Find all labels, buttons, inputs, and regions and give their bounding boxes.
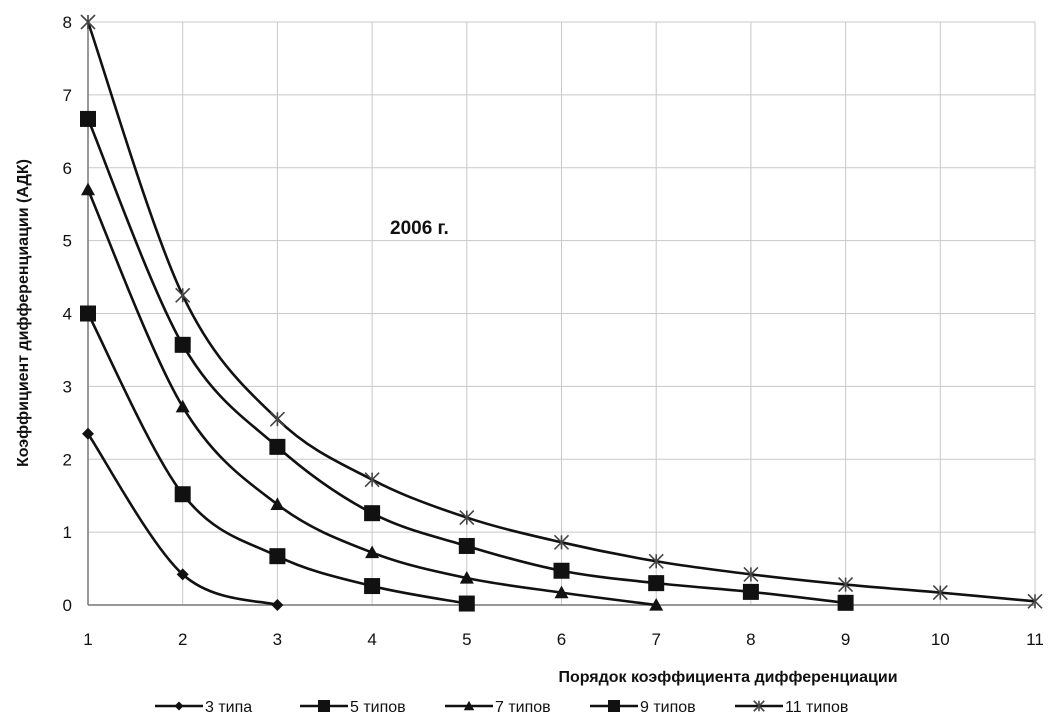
data-point — [553, 534, 570, 550]
data-point — [458, 537, 475, 554]
data-point — [838, 577, 854, 593]
data-point — [553, 562, 570, 579]
data-point — [271, 599, 284, 611]
data-point — [175, 287, 191, 303]
data-point — [458, 595, 475, 612]
x-tick-label: 5 — [462, 630, 471, 649]
data-point — [269, 438, 286, 455]
legend-label: 7 типов — [495, 699, 551, 716]
data-point — [82, 427, 94, 440]
x-axis-title: Порядок коэффициента дифференциации — [558, 669, 897, 686]
data-point — [81, 182, 95, 196]
data-point — [365, 545, 380, 559]
series-line-3 — [86, 189, 657, 607]
x-tick-label: 8 — [746, 630, 755, 649]
data-point — [837, 594, 854, 611]
series-group — [80, 14, 1043, 612]
y-tick-label: 6 — [63, 159, 72, 178]
legend-marker — [753, 700, 765, 712]
x-tick-label: 9 — [841, 630, 850, 649]
x-tick-label: 6 — [557, 630, 566, 649]
data-point — [269, 548, 286, 565]
data-point — [364, 472, 380, 488]
legend-marker — [608, 700, 620, 712]
data-point — [932, 585, 948, 601]
legend-label: 3 типа — [205, 699, 252, 716]
y-tick-label: 3 — [63, 377, 72, 396]
data-point — [80, 14, 96, 30]
legend-item: 11 типов — [735, 699, 848, 716]
data-point — [648, 575, 665, 592]
data-point — [648, 553, 664, 569]
data-point — [269, 411, 285, 427]
y-axis-title: Коэффициент дифференциации (АДК) — [15, 159, 32, 467]
chart-annotation: 2006 г. — [390, 218, 449, 239]
y-tick-label: 5 — [63, 232, 72, 251]
data-point — [1027, 593, 1043, 609]
data-point — [175, 399, 190, 413]
data-point — [742, 583, 759, 600]
data-point — [174, 486, 191, 503]
data-point — [554, 585, 569, 599]
data-point — [364, 578, 381, 595]
y-tick-label: 0 — [63, 596, 72, 615]
x-tick-label: 7 — [651, 630, 660, 649]
grid — [88, 21, 1036, 605]
data-point — [174, 336, 191, 353]
y-tick-label: 2 — [63, 450, 72, 469]
legend-item: 7 типов — [445, 699, 551, 716]
data-point — [80, 110, 96, 127]
x-tick-label: 10 — [931, 630, 950, 649]
x-tick-label: 1 — [83, 630, 92, 649]
legend-item: 9 типов — [590, 699, 696, 716]
data-point — [743, 566, 759, 582]
y-tick-label: 4 — [63, 305, 72, 324]
data-point — [80, 305, 96, 322]
legend-item: 5 типов — [300, 699, 406, 716]
data-point — [649, 598, 664, 611]
x-tick-label: 3 — [273, 630, 282, 649]
legend-label: 5 типов — [350, 699, 406, 716]
legend-marker — [463, 700, 475, 711]
data-point — [459, 509, 475, 526]
y-tick-label: 8 — [63, 13, 72, 32]
series-line-2 — [86, 312, 468, 605]
x-tick-label: 2 — [178, 630, 187, 649]
series-line-5 — [86, 21, 1036, 603]
legend-marker — [318, 700, 330, 712]
x-tick-label: 11 — [1026, 630, 1044, 649]
series-line-1 — [86, 433, 278, 607]
y-tick-label: 7 — [63, 86, 72, 105]
data-point — [459, 571, 474, 584]
legend-item: 3 типа — [155, 699, 252, 716]
x-tick-label: 4 — [367, 630, 376, 649]
legend-label: 9 типов — [640, 699, 696, 716]
data-point — [176, 568, 189, 581]
legend-marker — [174, 701, 184, 711]
y-tick-label: 1 — [63, 523, 72, 542]
legend-label: 11 типов — [785, 699, 848, 716]
data-point — [270, 497, 285, 511]
legend: 3 типа 5 типов 7 типов 9 типов 11 типов — [155, 699, 848, 716]
data-point — [364, 505, 381, 522]
